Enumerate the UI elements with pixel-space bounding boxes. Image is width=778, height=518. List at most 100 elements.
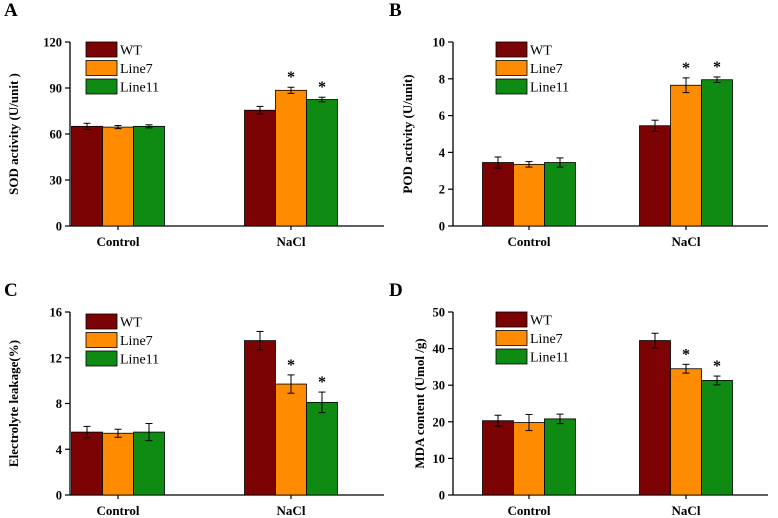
y-tick-label: 0 xyxy=(439,220,445,234)
legend-swatch-wt xyxy=(495,311,528,328)
significance-star: * xyxy=(713,59,721,76)
y-tick-label: 4 xyxy=(439,146,446,160)
legend-label: Line11 xyxy=(530,81,569,96)
y-tick-label: 8 xyxy=(56,397,62,411)
legend-swatch-line7 xyxy=(85,332,118,348)
y-tick-label: 20 xyxy=(433,415,446,429)
legend-swatch-wt xyxy=(495,41,528,58)
x-tick-label: Control xyxy=(507,234,550,249)
x-tick-label: NaCl xyxy=(672,503,701,518)
legend-label: WT xyxy=(120,316,142,331)
bar-line7-control xyxy=(102,126,134,227)
panel-letter: C xyxy=(4,280,18,301)
bar-wt-nacl xyxy=(244,109,276,227)
bar-wt-nacl xyxy=(244,340,276,496)
y-tick-label: 30 xyxy=(50,174,63,188)
significance-star: * xyxy=(682,346,690,363)
legend-label: Line11 xyxy=(120,353,159,368)
y-axis-label: Electrolyte leakage(%) xyxy=(6,340,21,467)
legend-label: Line11 xyxy=(530,351,569,366)
legend-swatch-line11 xyxy=(495,348,528,365)
legend-swatch-line7 xyxy=(495,60,528,76)
chart-panel-d: D MDA content (Umol /g) 0 10 20 30 40 50 Control… xyxy=(389,280,768,518)
legend-label: WT xyxy=(120,44,142,59)
legend: WT Line7 Line11 xyxy=(495,41,569,96)
y-tick-label: 16 xyxy=(50,306,63,320)
significance-star: * xyxy=(682,60,690,77)
legend-swatch-line11 xyxy=(85,78,118,95)
y-tick-label: 60 xyxy=(50,128,63,142)
x-tick-label: NaCl xyxy=(672,234,701,249)
legend-label: WT xyxy=(530,44,552,59)
y-tick-label: 90 xyxy=(50,82,63,96)
bar-wt-control xyxy=(71,431,103,496)
y-tick-label: 120 xyxy=(43,36,62,50)
panel-letter: B xyxy=(389,0,402,21)
x-tick-label: Control xyxy=(507,503,550,518)
x-tick-label: NaCl xyxy=(277,234,306,249)
bar-line7-nacl xyxy=(670,84,702,227)
legend-label: Line7 xyxy=(530,332,563,347)
significance-star: * xyxy=(713,358,721,375)
legend-swatch-line7 xyxy=(85,60,118,76)
y-tick-label: 0 xyxy=(56,220,62,234)
legend: WT Line7 Line11 xyxy=(495,311,569,366)
bar-line11-control xyxy=(544,418,576,496)
bar-line11-nacl xyxy=(701,79,733,227)
chart-panel-b: B POD activity (U/unit) 0 2 4 6 8 10 Control NaCl… xyxy=(389,0,768,249)
x-tick-label: NaCl xyxy=(277,503,306,518)
y-tick-label: 10 xyxy=(433,452,446,466)
bar-line11-nacl xyxy=(306,99,338,227)
bar-line11-control xyxy=(133,431,165,496)
y-tick-label: 40 xyxy=(433,342,446,356)
legend-swatch-line11 xyxy=(85,350,118,367)
y-tick-label: 0 xyxy=(439,489,445,503)
y-tick-label: 50 xyxy=(433,306,446,320)
bar-line7-control xyxy=(513,422,545,496)
y-axis-label: MDA content (Umol /g) xyxy=(412,338,427,468)
legend-label: Line7 xyxy=(530,62,563,77)
bar-line7-nacl xyxy=(275,383,307,496)
x-tick-label: Control xyxy=(96,234,139,249)
bar-line7-nacl xyxy=(670,368,702,496)
legend-label: Line7 xyxy=(120,62,153,77)
bar-wt-control xyxy=(71,125,103,227)
y-axis-label: POD activity (U/unit) xyxy=(400,74,415,193)
y-tick-label: 12 xyxy=(50,351,63,365)
legend: WT Line7 Line11 xyxy=(85,313,159,368)
legend-label: Line11 xyxy=(120,81,159,96)
legend-label: WT xyxy=(530,314,552,329)
legend: WT Line7 Line11 xyxy=(85,41,159,96)
significance-star: * xyxy=(287,357,295,374)
significance-star: * xyxy=(318,374,326,391)
bar-wt-control xyxy=(482,162,514,227)
legend-swatch-line7 xyxy=(495,330,528,346)
bar-wt-control xyxy=(482,420,514,496)
y-axis-label: SOD activity (U/unit ) xyxy=(6,73,21,195)
bar-line7-control xyxy=(102,432,134,496)
legend-swatch-wt xyxy=(85,313,118,330)
bar-line7-nacl xyxy=(275,89,307,227)
x-tick-label: Control xyxy=(96,503,139,518)
chart-panel-c: C Electrolyte leakage(%) 0 4 8 12 16 Control NaC… xyxy=(4,280,384,518)
panel-letter: A xyxy=(4,0,18,21)
y-tick-label: 6 xyxy=(439,109,445,123)
bar-wt-nacl xyxy=(639,340,671,496)
significance-star: * xyxy=(318,79,326,96)
significance-star: * xyxy=(287,69,295,86)
bar-line11-control xyxy=(544,162,576,227)
y-tick-label: 8 xyxy=(439,72,445,86)
bar-line11-control xyxy=(133,125,165,227)
y-tick-label: 4 xyxy=(56,443,63,457)
y-tick-label: 10 xyxy=(433,36,446,50)
bar-wt-nacl xyxy=(639,125,671,227)
bar-line11-nacl xyxy=(306,401,338,496)
bar-line7-control xyxy=(513,163,545,227)
legend-label: Line7 xyxy=(120,334,153,349)
y-tick-label: 0 xyxy=(56,489,62,503)
legend-swatch-line11 xyxy=(495,78,528,95)
bar-line11-nacl xyxy=(701,380,733,496)
y-tick-label: 2 xyxy=(439,183,445,197)
y-tick-label: 30 xyxy=(433,379,446,393)
